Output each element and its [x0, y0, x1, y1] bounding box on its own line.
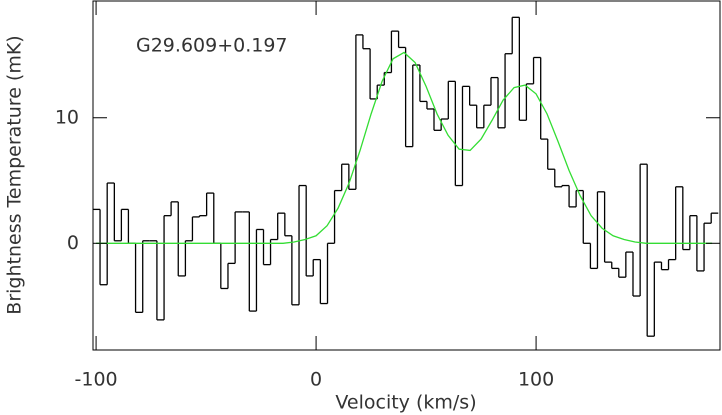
x-axis-title: Velocity (km/s): [335, 392, 476, 414]
x-tick-label: 0: [310, 369, 322, 391]
plot-area: [93, 16, 719, 337]
x-tick-label: -100: [75, 369, 118, 391]
y-axis-title: Brightness Temperature (mK): [4, 35, 26, 314]
y-tick-label: 10: [55, 106, 79, 128]
annotation: G29.609+0.197: [136, 35, 288, 57]
plot-frame: [92, 0, 721, 351]
y-tick-label: 0: [67, 232, 79, 254]
x-tick-label: 100: [518, 369, 554, 391]
fit-line: [96, 51, 713, 244]
